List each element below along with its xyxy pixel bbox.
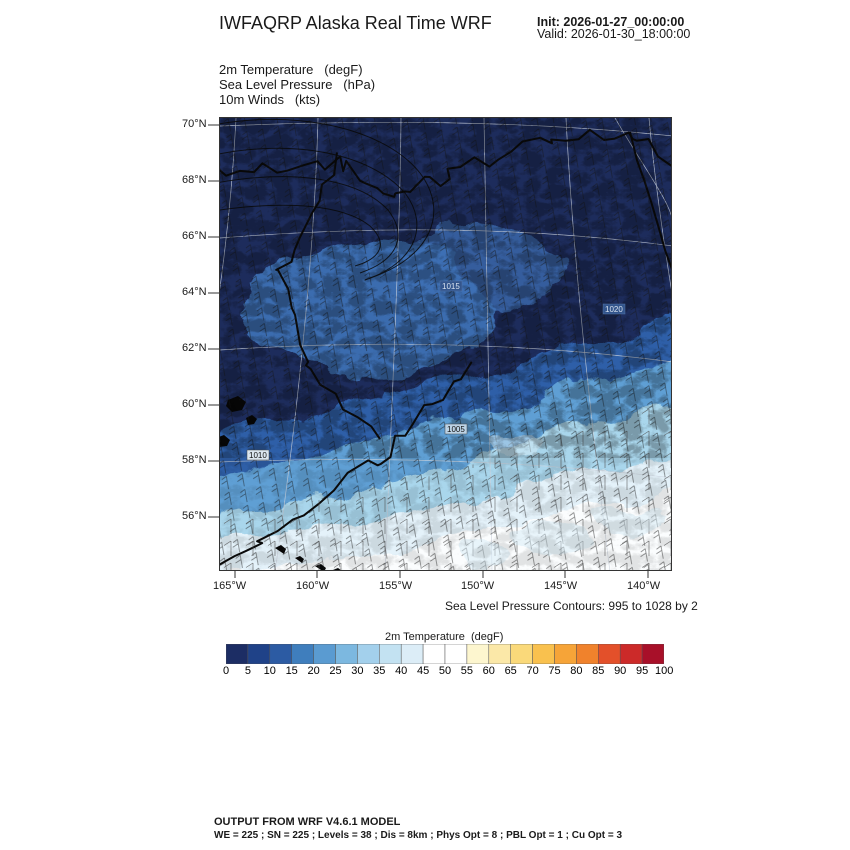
svg-text:1010: 1010: [249, 451, 267, 460]
svg-text:1015: 1015: [442, 282, 460, 291]
svg-text:1005: 1005: [447, 425, 465, 434]
svg-text:1020: 1020: [605, 305, 623, 314]
